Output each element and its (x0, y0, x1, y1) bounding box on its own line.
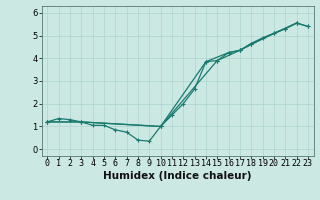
X-axis label: Humidex (Indice chaleur): Humidex (Indice chaleur) (103, 171, 252, 181)
